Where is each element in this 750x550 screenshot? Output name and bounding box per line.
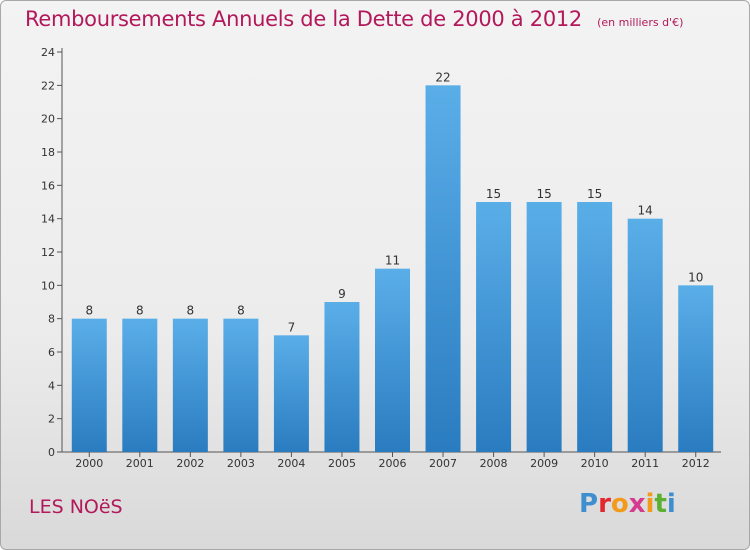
data-label: 8 (136, 304, 144, 318)
data-label: 11 (385, 254, 400, 268)
bar-2002 (172, 318, 208, 452)
x-tick-label: 2006 (379, 457, 407, 470)
data-label: 15 (536, 187, 551, 201)
y-tick-label: 12 (41, 246, 55, 259)
data-label: 9 (338, 287, 346, 301)
x-tick-label: 2004 (277, 457, 305, 470)
bar-2004 (273, 335, 309, 452)
logo-letter: P (579, 489, 599, 519)
y-tick-label: 4 (48, 379, 55, 392)
x-tick-label: 2002 (176, 457, 204, 470)
y-tick-label: 6 (48, 346, 55, 359)
y-tick-label: 8 (48, 313, 55, 326)
x-axis: 2000 2001 2002 2003 2004 2005 2006 2007 2008 2009… (62, 451, 721, 470)
title-row: Remboursements Annuels de la Dette de 20… (25, 7, 683, 31)
data-label: 10 (688, 270, 703, 284)
proxiti-logo[interactable]: Proxiti (579, 489, 676, 519)
data-label: 15 (486, 187, 501, 201)
chart-subtitle: (en milliers d'€) (597, 16, 684, 29)
bar-2009 (526, 202, 562, 452)
data-label: 15 (587, 187, 602, 201)
data-label: 8 (237, 304, 245, 318)
y-tick-label: 18 (41, 146, 55, 159)
bar-2012 (678, 285, 714, 452)
bar-2011 (627, 218, 663, 452)
x-tick-label: 2007 (429, 457, 457, 470)
data-label: 22 (435, 70, 450, 84)
logo-letter: i (666, 489, 676, 519)
logo-letter: t (654, 489, 667, 519)
bar-2008 (476, 202, 512, 452)
data-label: 7 (288, 320, 296, 334)
data-label: 14 (638, 204, 653, 218)
logo-letter: i (645, 489, 655, 519)
y-tick-label: 16 (41, 179, 55, 192)
commune-name: LES NOëS (29, 496, 123, 518)
bar-2005 (324, 302, 360, 452)
y-tick-label: 10 (41, 279, 55, 292)
bar-2003 (223, 318, 259, 452)
logo-letter: o (610, 489, 629, 519)
y-tick-label: 22 (41, 79, 55, 92)
y-tick-label: 2 (48, 413, 55, 426)
logo-letter: x (628, 489, 646, 519)
x-tick-label: 2012 (682, 457, 710, 470)
bar-2001 (122, 318, 158, 452)
data-label: 8 (187, 304, 195, 318)
x-tick-label: 2009 (530, 457, 558, 470)
x-tick-label: 2000 (75, 457, 103, 470)
x-tick-label: 2010 (581, 457, 609, 470)
bars (71, 85, 714, 452)
logo-letter: r (598, 489, 611, 519)
x-tick-label: 2001 (126, 457, 154, 470)
bar-2007 (425, 85, 461, 452)
y-tick-label: 0 (48, 446, 55, 459)
y-tick-label: 14 (41, 213, 55, 226)
x-tick-label: 2003 (227, 457, 255, 470)
x-tick-label: 2008 (480, 457, 508, 470)
chart-title: Remboursements Annuels de la Dette de 20… (25, 7, 582, 31)
data-label: 8 (85, 304, 93, 318)
y-tick-label: 24 (41, 46, 55, 59)
y-tick-label: 20 (41, 113, 55, 126)
bar-2006 (375, 268, 410, 452)
bar-2010 (577, 202, 613, 452)
data-labels: 8 8 8 8 7 9 11 22 15 15 15 14 10 (85, 70, 703, 334)
x-tick-label: 2005 (328, 457, 356, 470)
x-tick-label: 2011 (631, 457, 659, 470)
bar-2000 (71, 318, 107, 452)
